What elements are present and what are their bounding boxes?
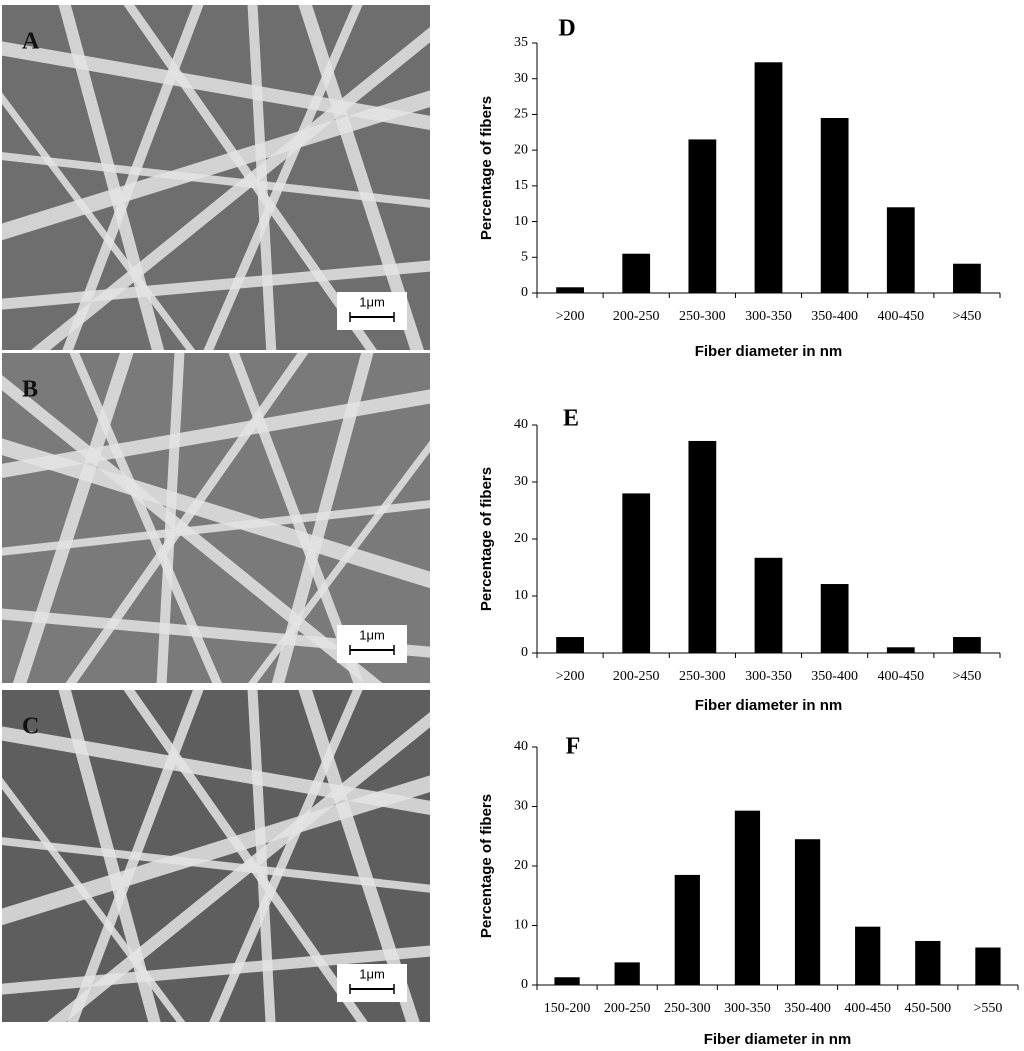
scale-bar-label: 1μm [359, 966, 385, 981]
scale-bar-box [337, 625, 407, 663]
y-tick-label: 25 [514, 107, 528, 122]
bar [754, 557, 783, 653]
y-tick-label: 10 [514, 214, 528, 229]
bar [622, 253, 651, 293]
y-axis-label: Percentage of fibers [478, 96, 495, 240]
panel-label: A [22, 29, 40, 55]
bar [953, 263, 981, 293]
y-tick-label: 35 [514, 35, 528, 50]
x-tick-label: 300-350 [724, 1001, 771, 1016]
y-tick-label: 10 [514, 918, 528, 933]
bar [622, 493, 651, 653]
x-tick-label: 200-250 [613, 669, 660, 684]
bar [754, 62, 783, 294]
bar [886, 207, 915, 293]
bar [953, 637, 981, 653]
y-tick-label: 5 [521, 250, 528, 265]
x-axis-label: Fiber diameter in nm [695, 343, 843, 360]
x-tick-label: 350-400 [784, 1001, 831, 1016]
y-tick-label: 30 [514, 474, 528, 489]
bar [820, 118, 849, 293]
x-tick-label: 300-350 [745, 669, 792, 684]
x-tick-label: >450 [952, 309, 981, 324]
bar [556, 637, 584, 653]
x-tick-label: 350-400 [811, 669, 858, 684]
x-tick-label: >450 [952, 669, 981, 684]
y-tick-label: 20 [514, 531, 528, 546]
scale-bar-label: 1μm [359, 627, 385, 642]
bar [688, 139, 717, 293]
y-tick-label: 0 [521, 977, 528, 992]
x-tick-label: 250-300 [679, 669, 726, 684]
y-tick-label: 20 [514, 858, 528, 873]
bar [674, 874, 700, 985]
x-tick-label: >550 [973, 1001, 1002, 1016]
x-tick-label: 350-400 [811, 309, 858, 324]
panel-label: B [22, 377, 38, 403]
y-tick-label: 20 [514, 142, 528, 157]
y-axis-label: Percentage of fibers [478, 467, 495, 611]
bar [734, 810, 761, 985]
bar [688, 440, 717, 653]
bar [614, 962, 640, 985]
x-tick-label: 200-250 [604, 1001, 651, 1016]
x-tick-label: 250-300 [664, 1001, 711, 1016]
bar [554, 977, 580, 985]
y-tick-label: 0 [521, 645, 528, 660]
bar [820, 584, 849, 653]
y-tick-label: 30 [514, 71, 528, 86]
x-tick-label: 200-250 [613, 309, 660, 324]
scale-bar-label: 1μm [359, 294, 385, 309]
x-axis-label: Fiber diameter in nm [704, 1031, 852, 1048]
bar [556, 287, 584, 293]
y-tick-label: 40 [514, 739, 528, 754]
y-tick-label: 30 [514, 799, 528, 814]
x-tick-label: 300-350 [745, 309, 792, 324]
x-axis-label: Fiber diameter in nm [695, 697, 843, 714]
y-axis-label: Percentage of fibers [478, 794, 495, 938]
bar [855, 926, 881, 985]
bar [915, 940, 941, 985]
y-tick-label: 0 [521, 285, 528, 300]
scale-bar-box [337, 292, 407, 330]
bar [794, 839, 821, 985]
y-tick-label: 40 [514, 417, 528, 432]
x-tick-label: 150-200 [544, 1001, 591, 1016]
x-tick-label: 400-450 [877, 309, 924, 324]
panel-label: C [22, 714, 39, 740]
x-tick-label: 250-300 [679, 309, 726, 324]
chart-title: D [558, 16, 575, 42]
chart-title: F [566, 734, 581, 760]
chart-title: E [563, 406, 579, 432]
scale-bar-box [337, 964, 407, 1002]
y-tick-label: 10 [514, 588, 528, 603]
x-tick-label: 450-500 [904, 1001, 951, 1016]
x-tick-label: >200 [556, 669, 585, 684]
x-tick-label: 400-450 [877, 669, 924, 684]
bar [975, 947, 1001, 985]
x-tick-label: 400-450 [844, 1001, 891, 1016]
x-tick-label: >200 [556, 309, 585, 324]
bar [886, 647, 915, 653]
y-tick-label: 15 [514, 178, 528, 193]
